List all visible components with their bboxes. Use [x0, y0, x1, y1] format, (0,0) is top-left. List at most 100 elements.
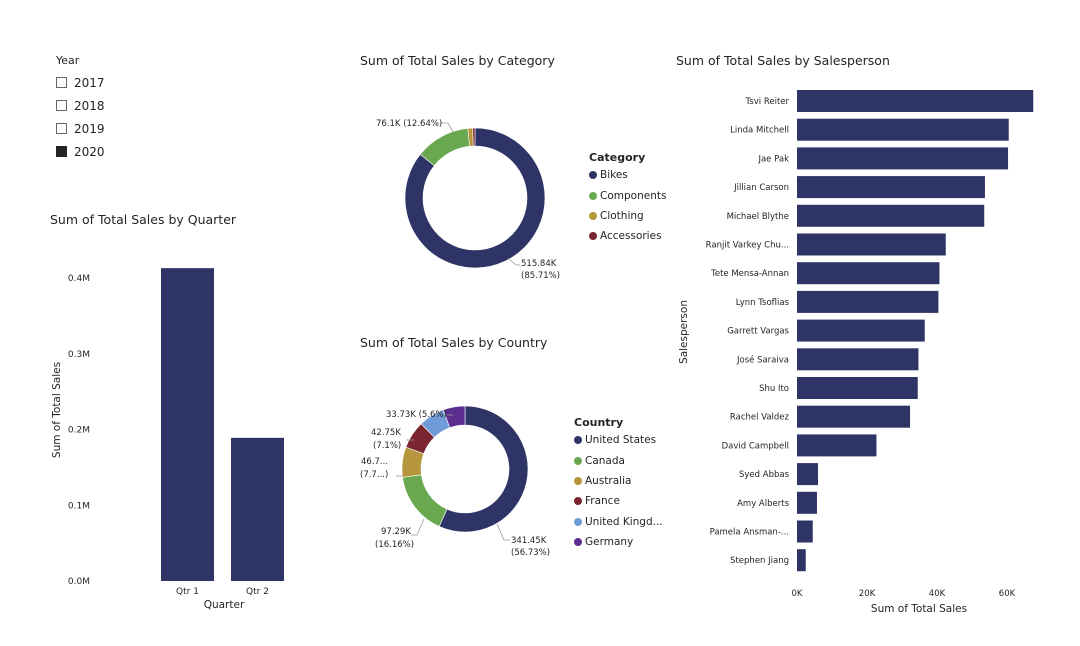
- slicer-checkbox[interactable]: [56, 146, 67, 157]
- slicer-option-2017[interactable]: 2017: [56, 71, 176, 94]
- bar-Tete Mensa-Annan[interactable]: [797, 262, 940, 285]
- country-chart-title: Sum of Total Sales by Country: [360, 335, 548, 350]
- y-tick-label: Tete Mensa-Annan: [710, 269, 789, 279]
- legend-label: Australia: [585, 474, 632, 487]
- bar-Jae Pak[interactable]: [797, 147, 1009, 170]
- bar-Ranjit Varkey Chu...[interactable]: [797, 233, 946, 256]
- y-tick-label: Ranjit Varkey Chu...: [706, 241, 789, 251]
- bar-Lynn Tsoflias[interactable]: [797, 290, 939, 313]
- y-tick-label: 0.0M: [68, 577, 90, 587]
- data-label: 76.1K (12.64%): [376, 119, 442, 129]
- legend-item-United States[interactable]: United States: [574, 430, 663, 450]
- y-tick-label: Tsvi Reiter: [745, 97, 790, 107]
- bar-Shu Ito[interactable]: [797, 377, 918, 399]
- x-tick-label: Qtr 1: [176, 587, 199, 597]
- slice-Bikes[interactable]: [404, 127, 546, 269]
- y-tick-label: Jae Pak: [757, 154, 789, 164]
- data-label: 42.75K: [371, 428, 401, 438]
- legend-item-United Kingd...[interactable]: United Kingd...: [574, 512, 663, 532]
- x-axis-title: Sum of Total Sales: [871, 603, 967, 615]
- slicer-option-2018[interactable]: 2018: [56, 94, 176, 117]
- legend-item-Clothing[interactable]: Clothing: [589, 206, 666, 226]
- category-donut-chart: 515.84K (85.71%) 76.1K (12.64%): [376, 119, 560, 281]
- y-tick-label: Michael Blythe: [727, 212, 789, 222]
- bar-Syed Abbas[interactable]: [797, 463, 818, 486]
- slice-Canada[interactable]: [402, 474, 448, 527]
- legend-item-Canada[interactable]: Canada: [574, 450, 663, 470]
- slicer-checkbox[interactable]: [56, 100, 67, 111]
- quarter-chart-title: Sum of Total Sales by Quarter: [50, 212, 237, 227]
- slicer-option-label: 2017: [74, 75, 105, 90]
- legend-dot: [574, 497, 582, 506]
- country-donut-chart: 341.45K (56.73%) 97.29K (16.16%) 46.7... (7.7…: [360, 405, 550, 558]
- bar-Amy Alberts[interactable]: [797, 491, 817, 514]
- slicer-title: Year: [56, 54, 80, 67]
- bar-Jillian Carson[interactable]: [797, 176, 985, 199]
- bar-Qtr 2[interactable]: [231, 437, 284, 581]
- y-tick-label: Linda Mitchell: [730, 126, 789, 136]
- data-label: (7.7...): [360, 470, 388, 480]
- slicer-options: 2017 2018 2019 2020: [56, 71, 176, 163]
- category-chart-title: Sum of Total Sales by Category: [360, 53, 555, 68]
- y-tick-label: 0.4M: [68, 274, 90, 284]
- legend-label: France: [585, 495, 620, 508]
- y-tick-label: 0.3M: [68, 350, 90, 360]
- data-label: 515.84K: [521, 259, 557, 269]
- legend-label: Clothing: [600, 209, 644, 222]
- data-label: (16.16%): [375, 540, 414, 550]
- slicer-option-label: 2019: [74, 121, 105, 136]
- bar-Tsvi Reiter[interactable]: [797, 90, 1034, 112]
- slicer-option-label: 2020: [74, 144, 105, 159]
- y-axis-title: Salesperson: [678, 300, 690, 364]
- y-tick-label: Amy Alberts: [737, 499, 789, 509]
- legend-dot: [589, 232, 597, 241]
- salesperson-chart-title: Sum of Total Sales by Salesperson: [676, 53, 890, 68]
- bar-Stephen Jiang[interactable]: [797, 549, 806, 572]
- legend-item-France[interactable]: France: [574, 491, 663, 511]
- bar-Pamela Ansman-...[interactable]: [797, 520, 813, 543]
- legend-label: Bikes: [600, 169, 628, 182]
- bar-Michael Blythe[interactable]: [797, 204, 985, 227]
- legend-item-Accessories[interactable]: Accessories: [589, 226, 666, 246]
- legend-label: United Kingd...: [585, 515, 663, 528]
- data-label: 97.29K: [381, 527, 411, 537]
- bar-Qtr 1[interactable]: [161, 268, 214, 581]
- legend-item-Bikes[interactable]: Bikes: [589, 165, 666, 185]
- legend-title: Country: [574, 416, 624, 429]
- bar-Rachel Valdez[interactable]: [797, 405, 911, 428]
- slicer-option-2020[interactable]: 2020: [56, 140, 176, 163]
- bar-Linda Mitchell[interactable]: [797, 118, 1009, 141]
- legend-dot: [589, 191, 597, 200]
- bar-Garrett Vargas[interactable]: [797, 319, 925, 342]
- legend-label: Accessories: [600, 230, 662, 243]
- bar-David Campbell[interactable]: [797, 434, 877, 457]
- legend-item-Components[interactable]: Components: [589, 185, 666, 205]
- slicer-checkbox[interactable]: [56, 123, 67, 134]
- y-axis-title: Sum of Total Sales: [51, 362, 63, 458]
- slice-Accessories[interactable]: [472, 127, 476, 147]
- bar-José Saraiva[interactable]: [797, 348, 919, 371]
- slice-Germany[interactable]: [442, 405, 466, 429]
- legend-item-Australia[interactable]: Australia: [574, 471, 663, 491]
- data-label: 341.45K: [511, 536, 547, 546]
- y-tick-label: Pamela Ansman-...: [710, 528, 789, 538]
- legend-label: Germany: [585, 536, 634, 549]
- x-tick-label: 60K: [999, 589, 1016, 599]
- data-label: 33.73K (5.6%): [386, 410, 447, 420]
- leader-line: [507, 257, 520, 266]
- country-legend: Country United States Canada Australia Franc…: [574, 416, 663, 552]
- x-axis-title: Quarter: [204, 599, 245, 611]
- slicer-option-2019[interactable]: 2019: [56, 117, 176, 140]
- legend-label: United States: [585, 434, 657, 447]
- y-tick-label: Lynn Tsoflias: [736, 298, 790, 308]
- slice-United States[interactable]: [438, 405, 529, 533]
- legend-item-Germany[interactable]: Germany: [574, 532, 663, 552]
- leader-line: [441, 122, 454, 133]
- slicer-checkbox[interactable]: [56, 77, 67, 88]
- y-tick-label: 0.1M: [68, 501, 90, 511]
- legend-dot: [574, 517, 582, 526]
- legend-dot: [574, 456, 582, 465]
- legend-label: Canada: [585, 454, 625, 467]
- slice-Components[interactable]: [419, 128, 470, 167]
